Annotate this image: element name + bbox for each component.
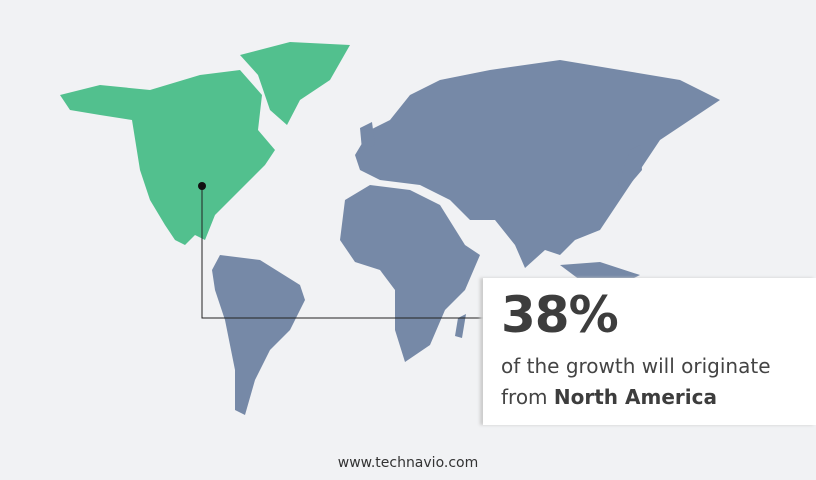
footer-url: www.technavio.com [337, 455, 479, 471]
south-america [212, 255, 305, 415]
callout-region-line: from North America [501, 385, 717, 409]
uk [360, 122, 375, 150]
madagascar [455, 314, 466, 338]
callout-leader-line [201, 186, 483, 319]
north-america [60, 42, 350, 245]
greenland [240, 42, 350, 125]
callout-region: North America [553, 385, 717, 409]
location-marker [198, 182, 206, 190]
growth-percentage: 38% [501, 286, 619, 344]
eurasia [355, 60, 720, 268]
callout-text: of the growth will originate [501, 354, 771, 378]
africa [340, 185, 480, 362]
stat-callout: 38% of the growth will originate from No… [483, 278, 816, 425]
callout-prefix: from [501, 385, 548, 409]
japan [618, 145, 642, 190]
